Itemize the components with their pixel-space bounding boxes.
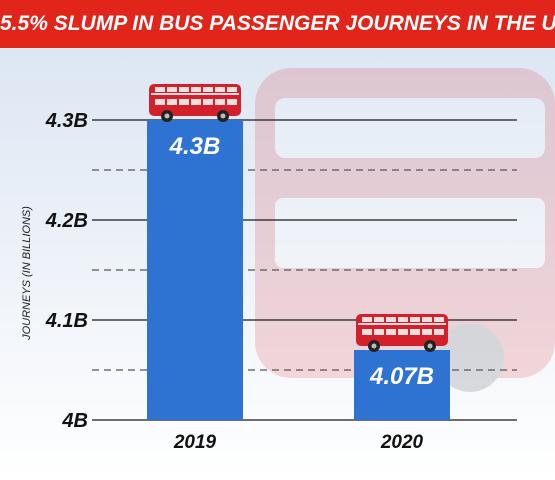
bar-chart: 4.3B 4.07B 4.3B 4.2B 4.1B 4B 2019 2020 JOURNE… <box>0 48 555 480</box>
x-category-label: 2019 <box>173 432 217 453</box>
bar-2019 <box>147 120 243 420</box>
double-decker-bus-icon <box>356 314 448 352</box>
title-banner <box>0 0 555 48</box>
y-tick-label: 4.1B <box>45 310 88 332</box>
background-bus-photo <box>255 68 555 392</box>
y-tick-label: 4.2B <box>45 210 88 232</box>
data-label: 4.3B <box>169 133 221 160</box>
data-label: 4.07B <box>369 363 434 390</box>
x-category-label: 2020 <box>380 432 424 453</box>
y-tick-label: 4B <box>61 410 88 432</box>
chart-title: 5.5% SLUMP IN BUS PASSENGER JOURNEYS IN … <box>0 12 555 35</box>
y-axis-title: JOURNEYS (IN BILLIONS) <box>21 206 33 341</box>
double-decker-bus-icon <box>149 84 241 122</box>
bar-2020 <box>354 350 450 420</box>
y-tick-label: 4.3B <box>45 110 88 132</box>
